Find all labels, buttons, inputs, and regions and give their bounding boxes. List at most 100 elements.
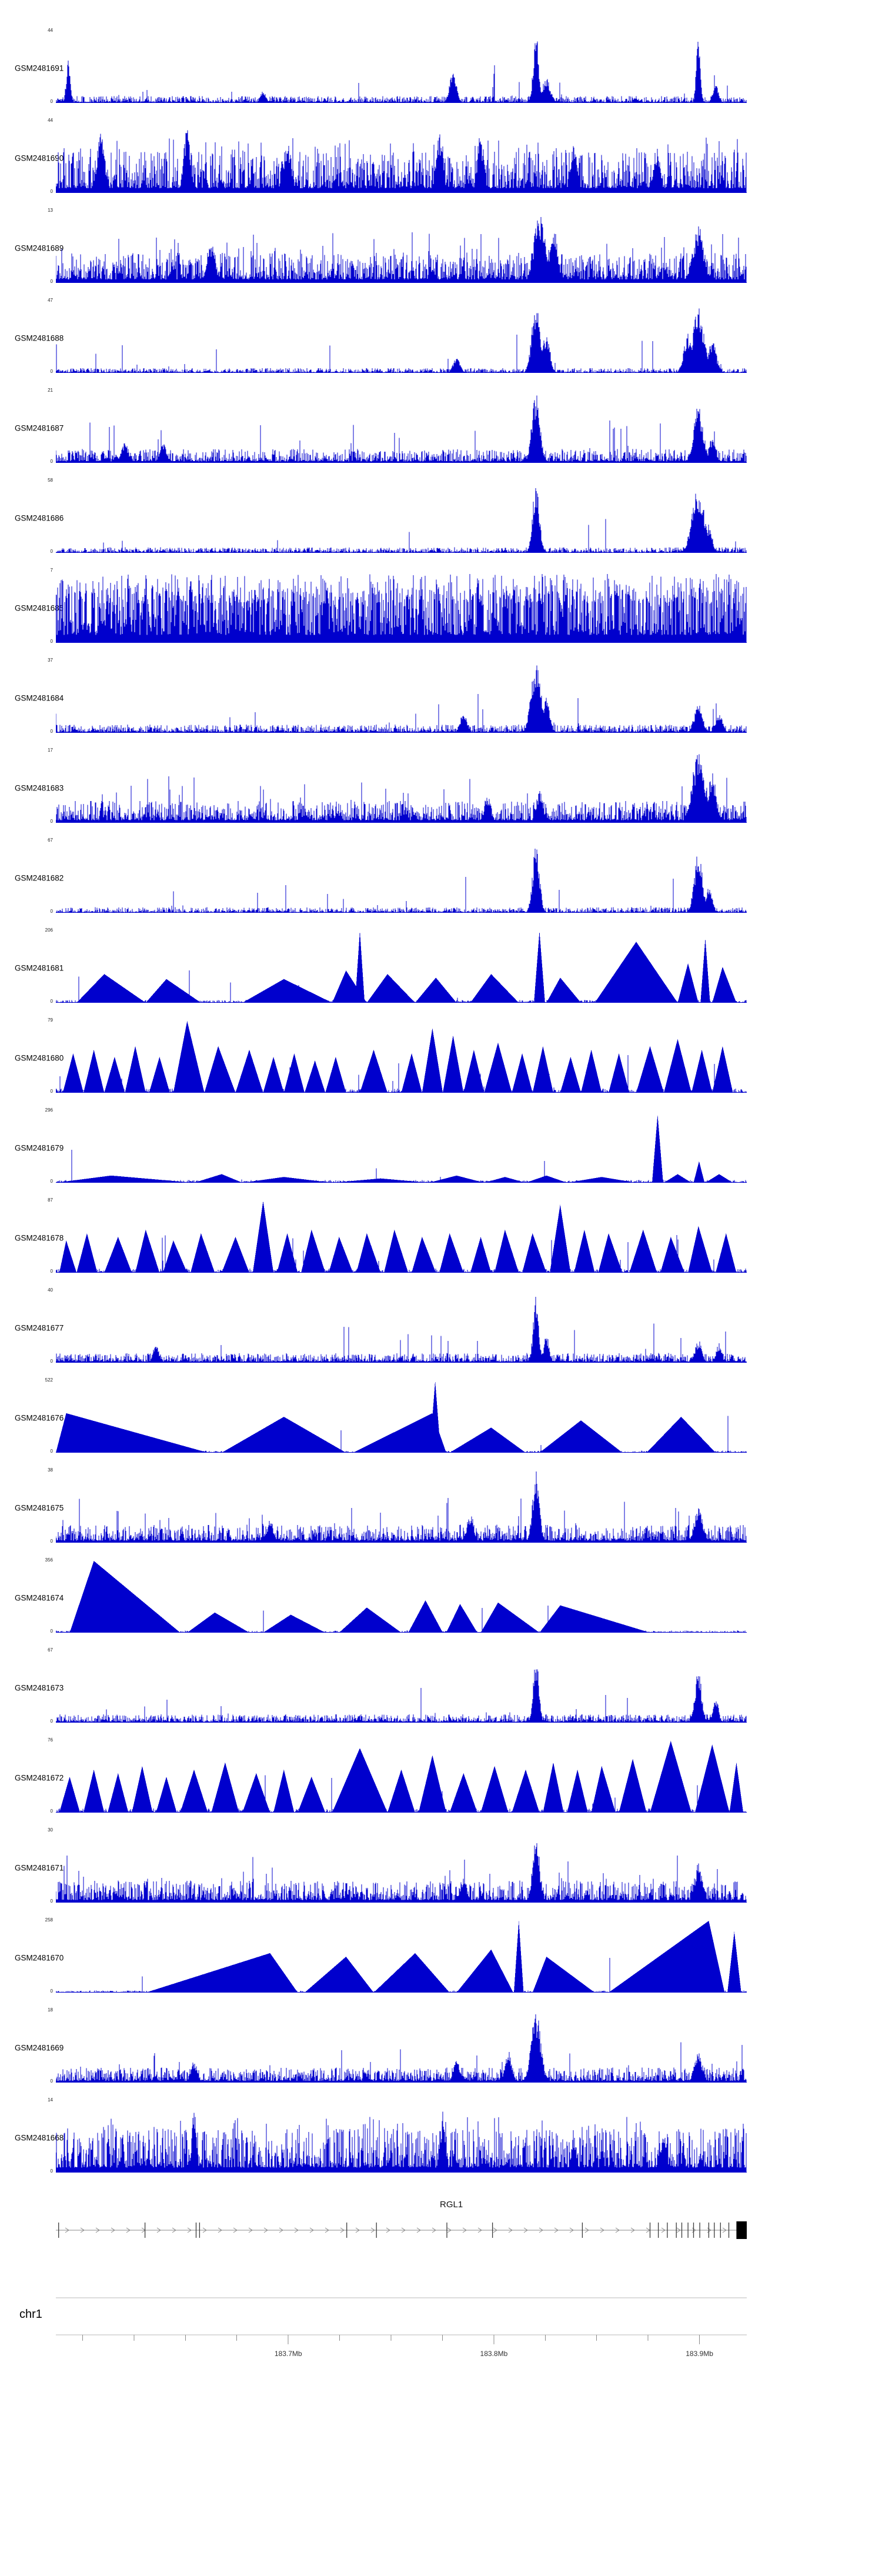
track-ymax-label: 18 [48, 2007, 53, 2013]
coverage-plot [56, 1741, 747, 1813]
track-ymin-label: 0 [50, 1179, 53, 1184]
track-row: 21 GSM2481687 0 [0, 376, 882, 466]
track-ymax-label: 87 [48, 1197, 53, 1203]
track-gutter: 37 GSM2481684 0 [0, 646, 64, 736]
track-gutter: 67 GSM2481673 0 [0, 1636, 64, 1726]
coverage-plot [56, 2014, 747, 2083]
track-gutter: 30 GSM2481671 0 [0, 1816, 64, 1906]
strand-arrow-icon [508, 2227, 513, 2233]
track-name-label: GSM2481691 [15, 64, 64, 73]
track-name-label: GSM2481669 [15, 2043, 64, 2053]
track-gutter: 21 GSM2481687 0 [0, 376, 64, 466]
track-ymax-label: 356 [45, 1557, 53, 1563]
strand-arrow-icon [233, 2227, 238, 2233]
strand-arrow-icon [325, 2227, 329, 2233]
track-name-label: GSM2481676 [15, 1413, 64, 1423]
strand-arrow-icon [523, 2227, 528, 2233]
track-row: 7 GSM2481685 0 [0, 556, 882, 646]
track-gutter: 79 GSM2481680 0 [0, 1006, 64, 1096]
track-ymax-label: 7 [50, 568, 53, 573]
strand-arrow-icon [355, 2227, 360, 2233]
track-name-label: GSM2481679 [15, 1143, 64, 1153]
track-name-label: GSM2481685 [15, 603, 64, 613]
coordinate-label: 183.9Mb [686, 2350, 713, 2358]
track-gutter: 87 GSM2481678 0 [0, 1186, 64, 1276]
strand-arrow-icon [386, 2227, 390, 2233]
track-row: 38 GSM2481675 0 [0, 1456, 882, 1546]
coverage-plot [56, 574, 747, 643]
coverage-signal [56, 395, 747, 463]
track-gutter: 13 GSM2481689 0 [0, 196, 64, 286]
strand-arrow-icon [661, 2227, 666, 2233]
coverage-plot [56, 216, 747, 283]
track-name-label: GSM2481678 [15, 1233, 64, 1243]
track-name-label: GSM2481670 [15, 1953, 64, 1963]
coordinate-label: 183.8Mb [480, 2350, 508, 2358]
track-row: 44 GSM2481690 0 [0, 106, 882, 196]
signal-tracks-panel: 44 GSM2481691 0 44 GSM2481690 0 13 GSM24… [0, 16, 882, 2176]
track-gutter: 44 GSM2481691 0 [0, 16, 64, 106]
track-row: 356 GSM2481674 0 [0, 1546, 882, 1636]
coverage-signal [56, 1843, 747, 1903]
peak-triangles [56, 1381, 716, 1453]
track-ymin-label: 0 [50, 639, 53, 644]
coverage-plot [56, 1115, 747, 1183]
strand-arrow-icon [539, 2227, 543, 2233]
coverage-plot [56, 1843, 747, 1903]
coordinate-label: 183.7Mb [275, 2350, 302, 2358]
track-ymax-label: 37 [48, 658, 53, 663]
track-name-label: GSM2481690 [15, 154, 64, 163]
peak-triangles [59, 1741, 744, 1813]
gene-name-label: RGL1 [440, 2200, 463, 2210]
track-name-label: GSM2481672 [15, 1773, 64, 1783]
track-ymin-label: 0 [50, 1898, 53, 1904]
coverage-plot [56, 665, 747, 733]
coverage-plot [56, 130, 747, 193]
track-gutter: 7 GSM2481685 0 [0, 556, 64, 646]
strand-arrow-icon [493, 2227, 497, 2233]
track-row: 30 GSM2481671 0 [0, 1816, 882, 1906]
track-name-label: GSM2481689 [15, 243, 64, 253]
track-gutter: 44 GSM2481690 0 [0, 106, 64, 196]
track-ymin-label: 0 [50, 729, 53, 734]
track-ymax-label: 522 [45, 1377, 53, 1383]
track-ymax-label: 79 [48, 1017, 53, 1023]
strand-arrow-icon [340, 2227, 345, 2233]
track-ymin-label: 0 [50, 369, 53, 374]
strand-arrow-icon [187, 2227, 192, 2233]
track-ymin-label: 0 [50, 1359, 53, 1364]
coverage-plot [56, 1561, 747, 1633]
track-row: 13 GSM2481689 0 [0, 196, 882, 286]
strand-arrow-icon [80, 2227, 85, 2233]
coverage-plot [56, 1296, 747, 1363]
strand-arrow-icon [294, 2227, 299, 2233]
track-ymax-label: 296 [45, 1107, 53, 1113]
track-ymin-label: 0 [50, 99, 53, 104]
track-name-label: GSM2481682 [15, 873, 64, 883]
track-name-label: GSM2481668 [15, 2133, 64, 2143]
chromosome-label: chr1 [19, 2308, 42, 2321]
track-ymax-label: 258 [45, 1917, 53, 1923]
track-gutter: 67 GSM2481682 0 [0, 826, 64, 916]
track-gutter: 40 GSM2481677 0 [0, 1276, 64, 1366]
strand-arrow-icon [126, 2227, 131, 2233]
strand-arrow-icon [248, 2227, 253, 2233]
peak-triangles [62, 1021, 733, 1093]
track-row: 17 GSM2481683 0 [0, 736, 882, 826]
coverage-signal [56, 308, 747, 373]
track-ymax-label: 67 [48, 1647, 53, 1653]
coverage-signal [56, 488, 747, 553]
strand-arrow-icon [477, 2227, 482, 2233]
track-name-label: GSM2481686 [15, 513, 64, 523]
coverage-plot [56, 1669, 747, 1723]
track-ymax-label: 76 [48, 1737, 53, 1743]
terminal-exon-box [736, 2221, 747, 2239]
strand-arrow-icon [630, 2227, 635, 2233]
strand-arrow-icon [584, 2227, 589, 2233]
coverage-signal [56, 754, 747, 823]
strand-arrow-icon [600, 2227, 604, 2233]
track-gutter: 47 GSM2481688 0 [0, 286, 64, 376]
track-row: 67 GSM2481682 0 [0, 826, 882, 916]
track-ymax-label: 14 [48, 2097, 53, 2103]
track-ymin-label: 0 [50, 189, 53, 194]
